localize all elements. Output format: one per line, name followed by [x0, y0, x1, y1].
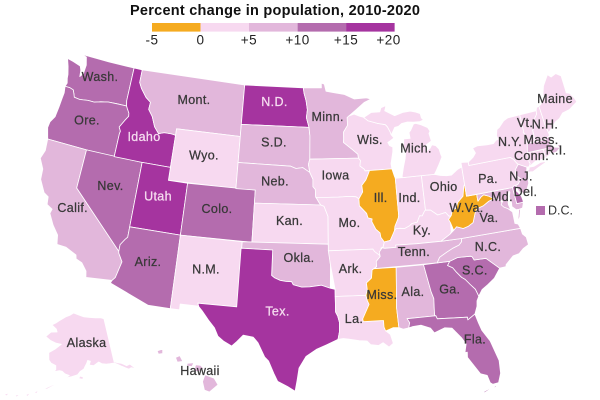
svg-text:Fla.: Fla.	[464, 333, 486, 347]
svg-text:+20: +20	[376, 33, 400, 48]
svg-text:Okla.: Okla.	[284, 251, 315, 265]
svg-text:Mich.: Mich.	[400, 142, 432, 156]
svg-text:La.: La.	[345, 312, 363, 326]
svg-text:Colo.: Colo.	[202, 202, 233, 216]
svg-text:Mass.: Mass.	[523, 133, 558, 147]
svg-text:N.D.: N.D.	[261, 95, 287, 109]
svg-text:Maine: Maine	[537, 92, 573, 106]
svg-text:-5: -5	[145, 33, 158, 48]
svg-text:Ala.: Ala.	[402, 285, 425, 299]
svg-text:S.D.: S.D.	[261, 136, 287, 150]
svg-text:Md.: Md.	[491, 190, 513, 204]
svg-text:Kan.: Kan.	[276, 214, 303, 228]
svg-text:Ga.: Ga.	[439, 283, 460, 297]
svg-text:Ky.: Ky.	[413, 224, 431, 238]
svg-text:Pa.: Pa.	[478, 172, 498, 186]
svg-text:Mont.: Mont.	[177, 93, 210, 107]
svg-text:S.C.: S.C.	[462, 264, 488, 278]
svg-text:Del.: Del.	[514, 185, 538, 199]
svg-text:+10: +10	[285, 33, 309, 48]
svg-text:Tex.: Tex.	[265, 305, 289, 319]
svg-text:Wash.: Wash.	[82, 70, 119, 84]
svg-text:Ark.: Ark.	[339, 262, 363, 276]
svg-text:N.J.: N.J.	[509, 170, 533, 184]
svg-text:Miss.: Miss.	[367, 288, 398, 302]
svg-text:+15: +15	[334, 33, 358, 48]
svg-text:W.Va.: W.Va.	[449, 201, 483, 215]
svg-text:Ariz.: Ariz.	[135, 255, 162, 269]
svg-text:Mo.: Mo.	[339, 216, 361, 230]
svg-text:D.C.: D.C.	[548, 204, 573, 218]
svg-text:Idaho: Idaho	[127, 130, 160, 144]
svg-text:Utah: Utah	[144, 190, 172, 204]
svg-text:Ill.: Ill.	[374, 191, 388, 205]
svg-text:Ohio: Ohio	[430, 180, 458, 194]
svg-text:Percent change in population,: Percent change in population, 2010-2020	[130, 3, 420, 19]
svg-text:Wis.: Wis.	[357, 133, 383, 147]
svg-text:Ore.: Ore.	[74, 114, 100, 128]
svg-text:Nev.: Nev.	[97, 179, 123, 193]
svg-text:Neb.: Neb.	[261, 175, 289, 189]
svg-text:N.Y.: N.Y.	[498, 135, 522, 149]
svg-text:+5: +5	[241, 33, 257, 48]
svg-text:Va.: Va.	[480, 211, 499, 225]
svg-text:Alaska: Alaska	[67, 336, 107, 350]
svg-text:Minn.: Minn.	[312, 110, 344, 124]
svg-text:Iowa: Iowa	[322, 169, 350, 183]
svg-text:Wyo.: Wyo.	[189, 149, 219, 163]
svg-text:Ind.: Ind.	[398, 191, 420, 205]
svg-text:N.H.: N.H.	[532, 118, 558, 132]
svg-text:Conn.: Conn.	[514, 149, 549, 163]
svg-text:N.M.: N.M.	[192, 263, 220, 277]
svg-text:R.I.: R.I.	[546, 144, 567, 158]
svg-text:Vt.: Vt.	[517, 116, 533, 130]
svg-text:N.C.: N.C.	[475, 240, 501, 254]
svg-text:Tenn.: Tenn.	[398, 245, 430, 259]
svg-text:Hawaii: Hawaii	[180, 364, 220, 378]
svg-text:0: 0	[196, 33, 204, 48]
svg-text:Calif.: Calif.	[57, 201, 88, 215]
